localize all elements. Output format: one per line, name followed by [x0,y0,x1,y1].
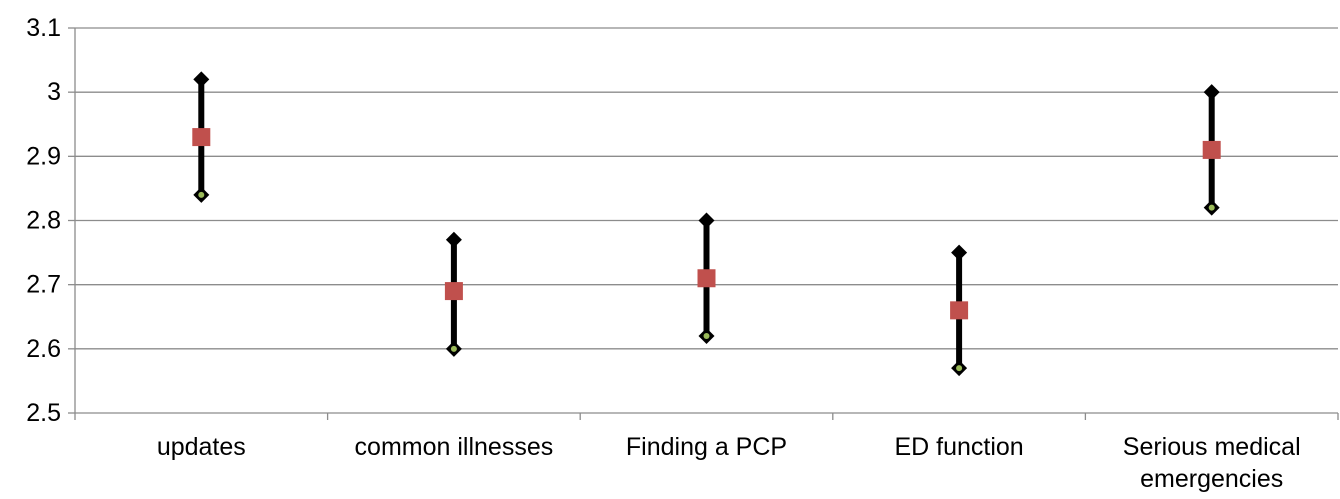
lower-marker-center [703,333,710,339]
mean-marker [192,128,211,147]
upper-marker [698,212,715,229]
y-tick-label: 2.5 [26,399,61,427]
mean-marker [697,269,716,288]
y-tick-label: 3 [47,78,61,106]
x-category-label: Finding a PCP [626,433,787,461]
y-tick-label: 2.9 [26,142,61,170]
mean-marker [1202,140,1221,159]
lower-marker-center [1208,204,1215,211]
tick-labels: 2.5 2.6 2.7 2.8 2.9 3 3.1 updates common illness… [26,14,1300,493]
data-markers [192,71,1221,377]
upper-marker [951,244,968,261]
lower-marker-center [198,191,205,198]
lower-marker-center [956,365,963,372]
axes [68,27,1339,420]
lower-marker-center [450,345,457,352]
upper-marker [445,231,462,248]
upper-marker [1203,84,1220,101]
y-tick-label: 2.8 [26,207,61,235]
x-category-label: emergencies [1140,465,1283,493]
x-category-label: Serious medical [1123,433,1301,461]
y-tick-label: 2.6 [26,335,61,363]
y-tick-label: 2.7 [26,271,61,299]
upper-marker [193,71,210,88]
x-category-label: updates [157,433,246,461]
x-category-label: ED function [894,433,1023,461]
mean-marker [444,282,463,301]
mean-marker [950,301,969,320]
y-tick-label: 3.1 [26,14,61,42]
x-category-label: common illnesses [355,433,554,461]
